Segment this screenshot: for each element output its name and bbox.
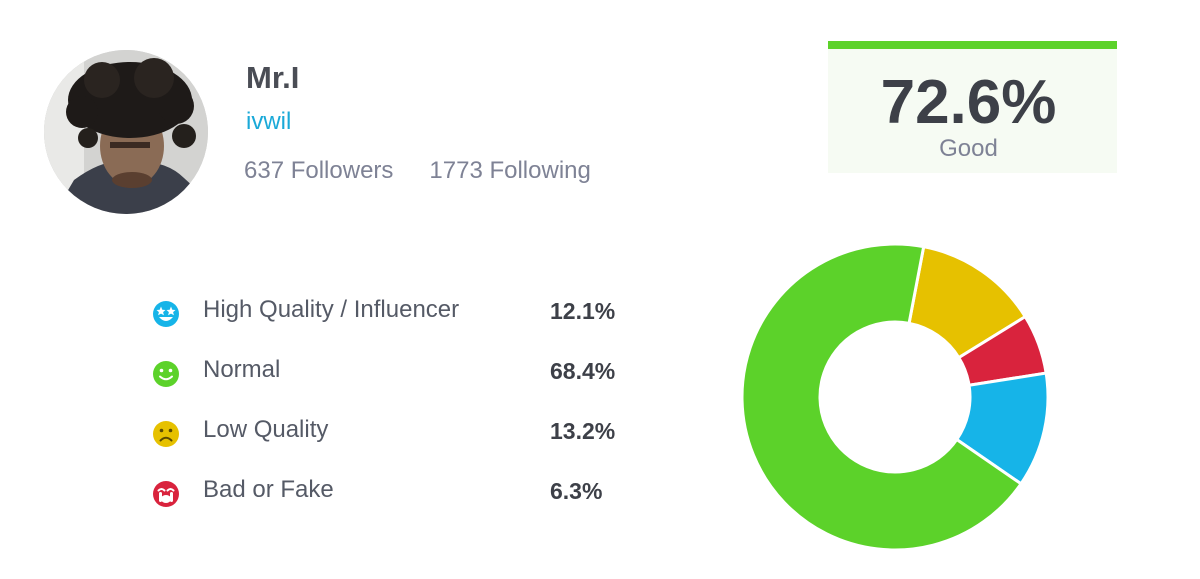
- legend-row-bad-or-fake: Bad or Fake 6.3%: [150, 470, 630, 530]
- legend-label-normal: Normal: [203, 356, 281, 383]
- score-value: 72.6%: [880, 68, 1057, 137]
- following-count[interactable]: 1773 Following: [429, 157, 591, 184]
- score-label: Good: [939, 135, 998, 162]
- legend-value-normal: 68.4%: [550, 358, 616, 384]
- legend-label-high-quality: High Quality / Influencer: [203, 296, 460, 323]
- avatar-photo: [44, 50, 208, 214]
- profile-name: Mr.I: [246, 60, 300, 95]
- audience-legend: High Quality / Influencer 12.1% Normal 6…: [150, 290, 630, 530]
- avatar[interactable]: [44, 50, 208, 214]
- legend-label-low-quality: Low Quality: [203, 416, 329, 443]
- audience-donut-chart: [740, 242, 1050, 552]
- crying-face-icon: [153, 481, 179, 507]
- donut-slice-normal[interactable]: [740, 242, 1024, 552]
- legend-value-bad-or-fake: 6.3%: [550, 478, 603, 504]
- legend-row-high-quality: High Quality / Influencer 12.1%: [150, 290, 630, 350]
- score-card: 72.6% Good: [828, 41, 1117, 173]
- profile-handle-link[interactable]: ivwil: [246, 108, 292, 135]
- legend-value-high-quality: 12.1%: [550, 298, 616, 324]
- star-eyes-smiley-icon: [153, 301, 179, 327]
- legend-label-bad-or-fake: Bad or Fake: [203, 476, 334, 503]
- sad-face-icon: [153, 421, 179, 447]
- smiley-icon: [153, 361, 179, 387]
- legend-value-low-quality: 13.2%: [550, 418, 616, 444]
- legend-row-normal: Normal 68.4%: [150, 350, 630, 410]
- profile-stats: 637 Followers 1773 Following: [244, 157, 591, 185]
- followers-count[interactable]: 637 Followers: [244, 157, 394, 184]
- legend-row-low-quality: Low Quality 13.2%: [150, 410, 630, 470]
